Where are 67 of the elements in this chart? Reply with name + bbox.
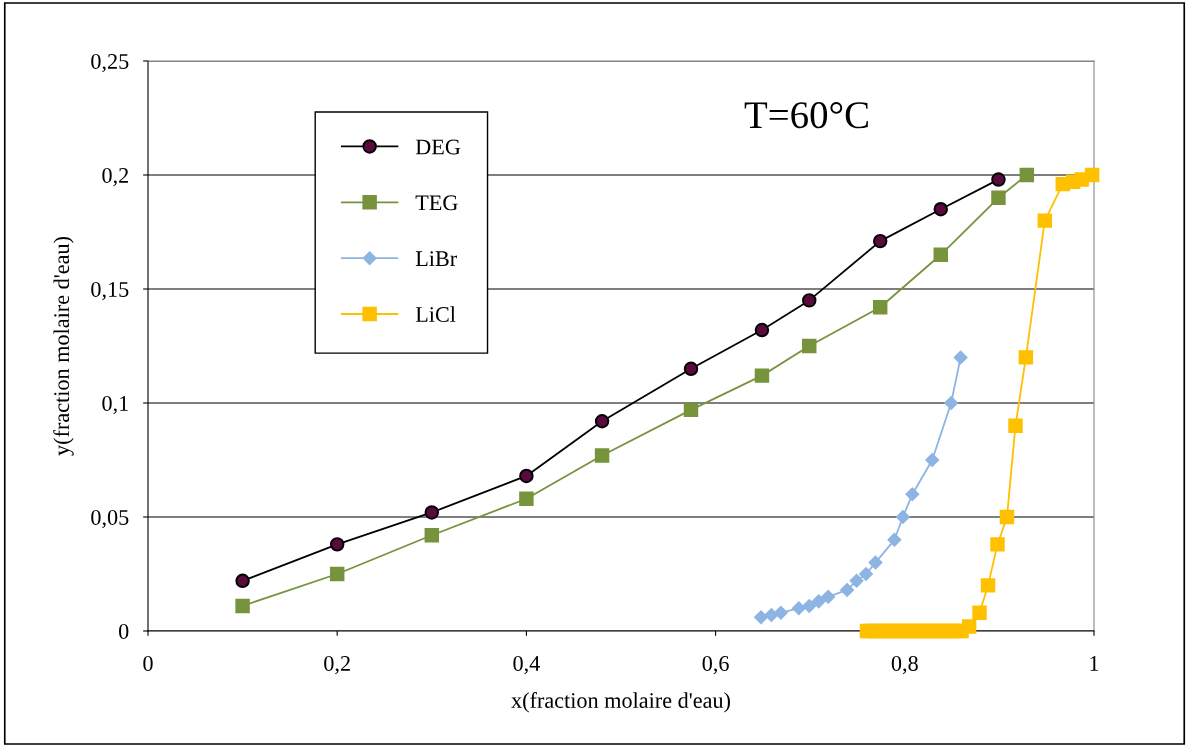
point xyxy=(849,573,864,588)
y-tick-label: 0 xyxy=(118,623,129,639)
point xyxy=(896,510,910,524)
point xyxy=(802,293,817,308)
x-tick-label: 0,6 xyxy=(702,655,729,675)
point xyxy=(683,402,699,418)
point xyxy=(802,338,817,354)
point xyxy=(791,601,806,616)
y-tick-label: 0,15 xyxy=(91,281,129,301)
annotation: T=60°C xyxy=(744,102,868,129)
point xyxy=(872,233,888,249)
point xyxy=(944,396,959,410)
y-axis-title: y(fraction molaire d'eau) xyxy=(53,237,74,456)
point xyxy=(905,487,920,502)
point xyxy=(925,453,940,467)
point xyxy=(872,300,888,315)
point xyxy=(933,247,948,263)
point xyxy=(519,468,534,484)
legend-label: DEG xyxy=(415,139,461,155)
x-tick-label: 0 xyxy=(143,655,153,671)
point xyxy=(991,190,1006,206)
point xyxy=(754,368,770,383)
point xyxy=(1037,213,1053,228)
point xyxy=(980,578,996,593)
x-tick-label: 0,2 xyxy=(324,655,350,675)
point xyxy=(424,528,440,543)
point xyxy=(859,567,873,581)
point xyxy=(999,509,1015,525)
point xyxy=(868,555,883,570)
legend-label: LiCl xyxy=(415,306,456,322)
y-tick-label: 0,25 xyxy=(91,53,129,73)
point xyxy=(953,350,968,365)
point xyxy=(594,448,610,463)
point xyxy=(594,414,610,429)
point xyxy=(887,532,902,547)
y-tick-label: 0,05 xyxy=(91,509,129,529)
x-tick-label: 0,4 xyxy=(513,655,540,675)
point xyxy=(235,598,250,614)
point xyxy=(754,610,768,625)
y-tick-label: 0,2 xyxy=(102,167,129,187)
point xyxy=(991,172,1006,187)
point xyxy=(961,619,977,634)
point xyxy=(821,589,836,604)
point xyxy=(754,322,770,338)
point xyxy=(933,201,948,217)
point xyxy=(1018,350,1034,365)
x-tick-label: 0,8 xyxy=(891,655,918,675)
point xyxy=(811,594,826,609)
y-tick-label: 0,1 xyxy=(102,395,128,415)
point xyxy=(840,583,854,597)
legend-label: LiBr xyxy=(415,251,457,266)
point xyxy=(1008,418,1023,434)
point xyxy=(329,566,345,582)
point xyxy=(1084,167,1100,183)
point xyxy=(1019,167,1035,183)
point xyxy=(424,505,440,520)
point xyxy=(972,605,987,620)
point xyxy=(774,605,788,620)
point xyxy=(329,537,345,552)
x-tick-label: 1 xyxy=(1090,656,1099,671)
point xyxy=(802,599,817,613)
point xyxy=(235,573,250,589)
point xyxy=(519,491,534,506)
x-axis-title: x(fraction molaire d'eau) xyxy=(511,692,730,713)
legend-label: TEG xyxy=(415,195,458,211)
point xyxy=(990,537,1005,552)
point xyxy=(683,361,699,377)
